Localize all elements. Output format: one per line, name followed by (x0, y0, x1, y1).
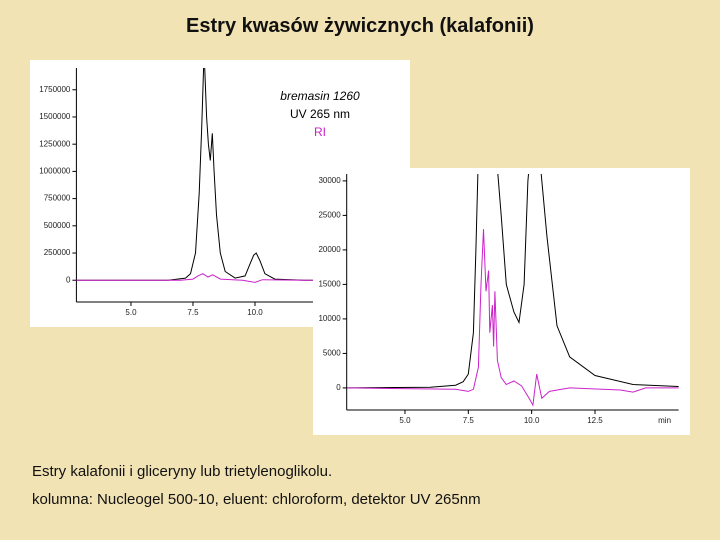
x-tick-label: 7.5 (463, 416, 475, 425)
x-tick-label: 12.5 (587, 416, 603, 425)
plot (347, 174, 679, 407)
y-tick-label: 10000 (318, 314, 341, 323)
x-tick-label: 10.0 (524, 416, 540, 425)
x-tick-label: 10.0 (247, 308, 263, 317)
y-tick-label: 30000 (318, 176, 341, 185)
annotation: RI (314, 125, 326, 139)
y-tick-label: 20000 (318, 245, 341, 254)
slide-title: Estry kwasów żywicznych (kalafonii) (186, 15, 534, 37)
y-tick-label: 0 (66, 275, 71, 284)
signal-line (347, 174, 679, 389)
y-tick-label: 5000 (323, 349, 341, 358)
y-tick-label: 25000 (318, 211, 341, 220)
chart: 0 5000 10000 15000 20000 25000 30000 5.0 7.5 10.0… (313, 168, 690, 435)
annotation: bremasin 1260 (280, 89, 360, 103)
x-tick-label: 7.5 (187, 308, 199, 317)
y-tick-label: 250000 (44, 248, 71, 257)
y-tick-label: 1000000 (39, 167, 71, 176)
caption: Estry kalafonii i gliceryny lub trietyle… (32, 463, 332, 480)
caption: kolumna: Nucleogel 500-10, eluent: chlor… (32, 491, 481, 508)
y-tick-label: 1250000 (39, 139, 71, 148)
y-tick-label: 0 (336, 383, 341, 392)
signal-line (347, 229, 679, 407)
x-tick-label: 5.0 (125, 308, 137, 317)
signal-line (76, 68, 379, 281)
y-tick-label: 750000 (44, 194, 71, 203)
signal-line (76, 273, 379, 283)
x-axis-label: min (658, 416, 671, 425)
chart-panel (313, 168, 690, 435)
y-tick-label: 1500000 (39, 112, 71, 121)
y-tick-label: 1750000 (39, 85, 71, 94)
y-tick-label: 15000 (318, 280, 341, 289)
plot (76, 68, 379, 283)
annotation: UV 265 nm (290, 107, 350, 121)
x-tick-label: 5.0 (399, 416, 411, 425)
y-tick-label: 500000 (44, 221, 71, 230)
